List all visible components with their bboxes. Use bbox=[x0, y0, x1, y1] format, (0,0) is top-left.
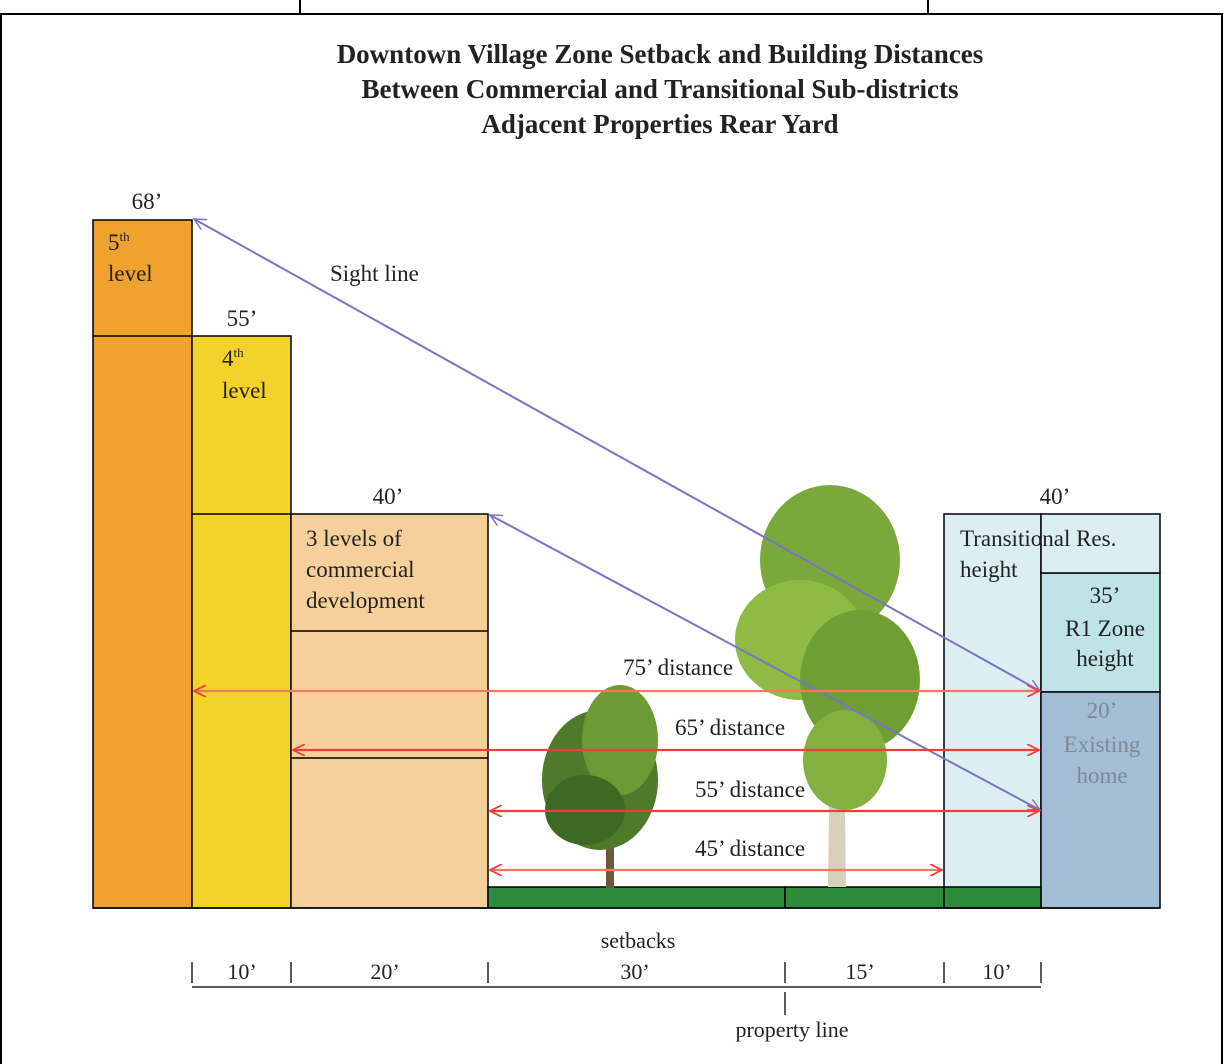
building-label: 3 levels of bbox=[306, 526, 402, 551]
level-label: 4th bbox=[222, 345, 244, 371]
level-suffix: th bbox=[234, 345, 245, 360]
level-label: level bbox=[108, 261, 153, 286]
height-label: 20’ bbox=[1087, 698, 1118, 723]
height-label: 68’ bbox=[132, 189, 163, 214]
building-label: home bbox=[1076, 763, 1127, 788]
sight-line-label: Sight line bbox=[330, 261, 419, 286]
distance-label: 65’ distance bbox=[675, 715, 785, 740]
distance-arrows bbox=[194, 691, 1039, 870]
level-number: 5 bbox=[108, 230, 120, 255]
setback-segment: 30’ bbox=[620, 959, 649, 984]
height-label: 40’ bbox=[1040, 484, 1071, 509]
level-number: 4 bbox=[222, 346, 234, 371]
building-label: Transitional Res. bbox=[960, 526, 1116, 551]
property-line-label: property line bbox=[735, 1017, 848, 1042]
level-suffix: th bbox=[120, 229, 131, 244]
height-label: 40’ bbox=[373, 484, 404, 509]
distance-label: 75’ distance bbox=[623, 655, 733, 680]
setback-segment: 15’ bbox=[845, 959, 874, 984]
distance-label: 45’ distance bbox=[695, 836, 805, 861]
distance-label: 55’ distance bbox=[695, 777, 805, 802]
building-label: height bbox=[960, 557, 1018, 582]
dimension-line bbox=[191, 962, 1042, 1015]
title: Adjacent Properties Rear Yard bbox=[481, 109, 838, 139]
setback-segment: 10’ bbox=[227, 959, 256, 984]
building-label: development bbox=[306, 588, 425, 613]
building-label: commercial bbox=[306, 557, 415, 582]
building-label: R1 Zone bbox=[1065, 616, 1145, 641]
sight-lines bbox=[194, 218, 1040, 811]
setback-segment: 20’ bbox=[370, 959, 399, 984]
height-label: 35’ bbox=[1090, 583, 1121, 608]
building-label: height bbox=[1076, 646, 1134, 671]
title: Downtown Village Zone Setback and Buildi… bbox=[337, 39, 984, 69]
height-label: 55’ bbox=[227, 306, 258, 331]
level-label: level bbox=[222, 378, 267, 403]
trees bbox=[542, 485, 920, 888]
setbacks-label: setbacks bbox=[601, 928, 676, 953]
level-label: 5th bbox=[108, 229, 130, 255]
title: Between Commercial and Transitional Sub-… bbox=[361, 74, 958, 104]
setback-segment: 10’ bbox=[982, 959, 1011, 984]
building-label: Existing bbox=[1064, 732, 1141, 757]
